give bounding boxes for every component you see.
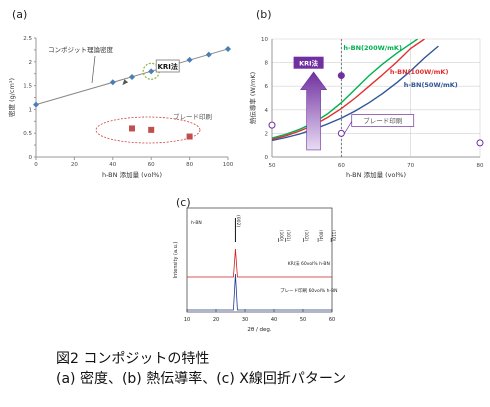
y-tick-label: 1.5 — [23, 84, 32, 90]
x-axis-title: h-BN 添加量 (vol%) — [102, 170, 162, 179]
x-tick-label: 20 — [71, 162, 78, 168]
reference-label: h-BN — [191, 220, 202, 226]
y-tick-label: 6 — [265, 84, 269, 90]
x-tick-label: 60 — [338, 163, 345, 169]
peak-label: (102) — [304, 230, 309, 242]
x-tick-label: 50 — [300, 317, 306, 323]
peak-label-002: (002) — [235, 215, 241, 227]
legend-label-200w: h-BN(200W/mK) — [343, 44, 402, 52]
theory-density-label: コンポジット理論密度 — [48, 45, 114, 54]
y-tick-label: 10 — [261, 37, 268, 43]
blade-label: ブレード印刷 — [363, 116, 402, 125]
x-axis-title: 2θ / deg. — [247, 327, 272, 333]
pattern-label-blade: ブレード印刷 60vol% h-BN — [280, 287, 337, 294]
caption-line-1: 図2 コンポジットの特性 — [56, 351, 210, 367]
figure-caption: 図2 コンポジットの特性 (a) 密度、(b) 熱伝導率、(c) X線回折パター… — [56, 349, 346, 389]
blade-density-point — [148, 126, 155, 133]
y-tick-label: 0 — [265, 155, 269, 161]
measured-point — [337, 129, 345, 137]
x-tick-label: 0 — [34, 162, 38, 168]
measured-point — [476, 139, 484, 147]
peak-label: (101) — [286, 230, 291, 242]
legend-label-50w: h-BN(50W/mK) — [404, 81, 458, 89]
panel-label-c: (c) — [176, 196, 191, 209]
pattern-label-kri: KRI法 60vol% h-BN — [288, 260, 330, 267]
theory-pointer-arrowhead — [122, 79, 129, 86]
panel-label-a: (a) — [12, 8, 28, 21]
x-axis-title: h-BN 添加量 (vol%) — [346, 170, 406, 179]
blade-label-box — [351, 114, 415, 127]
chart-xrd: 10 20 30 40 50 60 2θ / deg. Intensity (a.u.) h-B… — [173, 207, 337, 333]
y-axis-title: Intensity (a.u.) — [173, 242, 179, 279]
x-tick-label: 40 — [271, 317, 277, 323]
kri-label: KRI法 — [157, 62, 177, 71]
improvement-arrow — [300, 71, 328, 151]
series-200w-line — [272, 39, 418, 139]
series-100w-line — [272, 39, 425, 140]
y-tick-label: 0.5 — [23, 131, 32, 137]
y-tick-label: 0 — [29, 155, 33, 161]
pattern-blade — [187, 273, 332, 311]
density-point — [129, 74, 135, 81]
y-tick-label: 8 — [265, 61, 269, 67]
y-tick-label: 1 — [29, 107, 33, 113]
plot-frame — [186, 207, 333, 313]
chart-density: 0 20 40 60 80 100 0 0.5 1 1.5 2 2.5 h-BN 添加量 (vol%) 密… — [7, 36, 234, 179]
x-tick-label: 70 — [407, 163, 414, 169]
density-point — [186, 56, 193, 63]
y-axis-title: 熱伝導率 (W/mK) — [248, 72, 257, 124]
blade-pointer-line — [344, 121, 353, 134]
chart-thermal-conductivity: 0 2 4 6 8 10 50 60 70 80 h-BN 添加量 (vol%) 熱伝導率 (W/mK… — [248, 37, 484, 179]
kri-label-box — [293, 56, 324, 69]
y-tick-label: 2.5 — [23, 36, 32, 42]
pattern-kri — [187, 248, 332, 278]
blade-density-point — [186, 133, 193, 140]
x-tick-label: 80 — [477, 163, 484, 169]
theory-pointer-line — [91, 55, 96, 84]
x-tick-label: 80 — [186, 162, 193, 168]
legend-label-100w: h-BN(100W/mK) — [390, 68, 449, 76]
x-tick-label: 30 — [242, 317, 248, 323]
density-point — [225, 45, 231, 52]
x-tick-label: 10 — [184, 317, 190, 323]
peak-label: (110) — [332, 230, 337, 242]
measured-point — [337, 72, 345, 80]
density-point — [109, 79, 116, 86]
density-point — [148, 68, 155, 75]
x-tick-label: 60 — [148, 162, 155, 168]
y-tick-label: 2 — [29, 60, 33, 66]
x-tick-label: 60 — [329, 317, 335, 323]
kri-label-box — [155, 59, 180, 73]
y-tick-label: 2 — [265, 131, 269, 137]
y-tick-label: 4 — [265, 108, 269, 114]
y-axis-title: 密度 (g/cm³) — [7, 78, 16, 117]
density-point — [205, 51, 212, 58]
measured-point — [268, 121, 276, 129]
kri-label: KRI法 — [299, 59, 318, 68]
peak-label: (100) — [279, 230, 284, 242]
blade-label: ブレード印刷 — [173, 112, 212, 121]
density-point — [33, 101, 39, 108]
x-tick-label: 100 — [223, 162, 234, 168]
series-50w-line — [272, 45, 439, 142]
peak-label: (004) — [319, 230, 324, 242]
caption-line-2: (a) 密度、(b) 熱伝導率、(c) X線回折パターン — [56, 371, 347, 387]
x-tick-label: 50 — [269, 163, 276, 169]
panel-label-b: (b) — [256, 8, 272, 21]
x-tick-label: 40 — [109, 162, 116, 168]
blade-highlight-ellipse — [95, 116, 201, 144]
blade-density-point — [129, 125, 135, 132]
x-tick-label: 20 — [213, 317, 219, 323]
